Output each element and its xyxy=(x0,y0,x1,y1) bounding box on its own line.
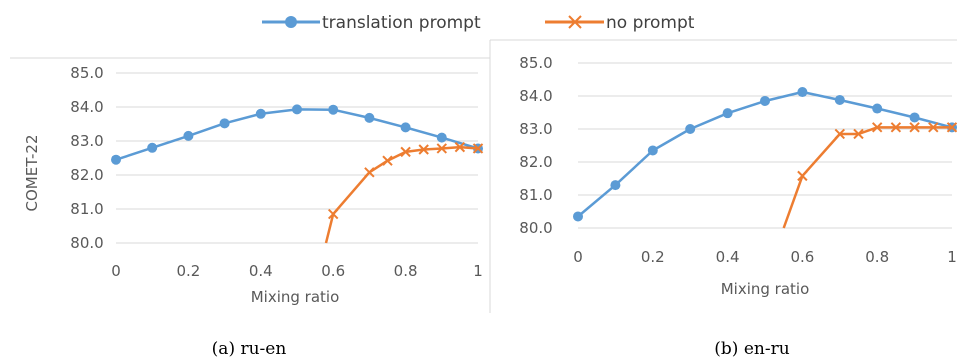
data-point xyxy=(834,128,846,140)
x-tick-label: 0 xyxy=(573,248,583,266)
data-point xyxy=(722,108,733,119)
data-point xyxy=(797,170,808,182)
data-point xyxy=(418,144,429,155)
data-point xyxy=(909,122,920,133)
data-point xyxy=(400,146,411,158)
data-point xyxy=(382,155,393,166)
y-tick-label: 81.0 xyxy=(519,186,552,204)
data-point xyxy=(436,132,447,143)
data-point xyxy=(400,122,411,133)
data-point xyxy=(436,143,448,154)
data-point xyxy=(454,141,466,153)
panel-a-y-axis-label: COMET-22 xyxy=(23,135,41,212)
legend-label-translation-prompt: translation prompt xyxy=(322,13,481,33)
data-point xyxy=(364,167,375,178)
data-point xyxy=(219,118,230,129)
panel-a-x-axis-label: Mixing ratio xyxy=(251,288,340,306)
y-tick-label: 81.0 xyxy=(70,200,103,218)
series-line-translation-prompt xyxy=(577,90,953,218)
y-tick-label: 84.0 xyxy=(519,87,552,105)
legend-marker-translation-prompt xyxy=(285,16,297,28)
y-tick-label: 83.0 xyxy=(519,120,552,138)
x-tick-label: 1 xyxy=(473,262,483,280)
legend-marker-no-prompt xyxy=(568,15,582,29)
x-tick-label: 0.4 xyxy=(249,262,273,280)
x-tick-label: 0.8 xyxy=(865,248,889,266)
panel-a-caption: (a) ru-en xyxy=(212,339,287,359)
data-point xyxy=(610,180,621,191)
x-tick-label: 0.6 xyxy=(321,262,345,280)
panel-a-y-ticks: 80.0 81.0 82.0 83.0 84.0 85.0 xyxy=(70,64,103,252)
panel-a-series xyxy=(111,104,484,244)
panel-b-x-ticks: 0 0.2 0.4 0.6 0.8 1 xyxy=(573,248,957,266)
data-point xyxy=(647,145,658,156)
legend: translation prompt no prompt xyxy=(262,13,695,33)
series-line-translation-prompt xyxy=(115,108,479,161)
panel-b-series xyxy=(573,87,957,229)
chart-panel-ru-en: 80.081.082.083.084.085.0 0 0.2 0.4 0.6 0.8 1 … xyxy=(23,64,484,359)
data-point xyxy=(183,130,194,141)
x-tick-label: 0.2 xyxy=(176,262,200,280)
data-point xyxy=(328,104,339,115)
x-tick-label: 0 xyxy=(111,262,121,280)
x-tick-label: 0.8 xyxy=(394,262,418,280)
panel-a-gridlines xyxy=(116,72,478,244)
data-point xyxy=(111,154,121,165)
data-point xyxy=(292,104,302,115)
panel-b-caption: (b) en-ru xyxy=(714,339,789,359)
series-line-no-prompt xyxy=(324,145,479,244)
data-point xyxy=(797,87,808,98)
data-point xyxy=(147,142,158,153)
chart-panel-en-ru: 80.081.082.083.084.085.0 0 0.2 0.4 0.6 0.8 1 … xyxy=(519,54,957,359)
y-tick-label: 82.0 xyxy=(519,153,552,171)
x-tick-label: 0.2 xyxy=(641,248,665,266)
panel-a-x-ticks: 0 0.2 0.4 0.6 0.8 1 xyxy=(111,262,483,280)
x-tick-label: 1 xyxy=(947,248,957,266)
data-point xyxy=(760,95,770,106)
y-tick-label: 80.0 xyxy=(70,234,103,252)
data-point xyxy=(890,122,902,133)
x-tick-label: 0.4 xyxy=(716,248,740,266)
data-point xyxy=(928,122,939,133)
data-point xyxy=(255,108,266,119)
y-tick-label: 84.0 xyxy=(70,98,103,116)
data-point xyxy=(472,143,484,154)
data-point xyxy=(834,94,845,105)
y-tick-label: 85.0 xyxy=(519,54,552,72)
data-point xyxy=(685,124,696,134)
data-point xyxy=(573,211,583,222)
y-tick-label: 83.0 xyxy=(70,132,103,150)
data-point xyxy=(909,112,920,123)
data-point xyxy=(872,103,883,114)
data-point xyxy=(327,208,339,220)
series-line-no-prompt xyxy=(782,126,952,229)
panel-b-x-axis-label: Mixing ratio xyxy=(721,280,810,298)
data-point xyxy=(871,122,883,133)
panel-b-y-ticks: 80.0 81.0 82.0 83.0 84.0 85.0 xyxy=(519,54,552,237)
legend-label-no-prompt: no prompt xyxy=(606,13,695,33)
data-point xyxy=(364,112,375,123)
panel-b-gridlines xyxy=(578,62,952,229)
data-point xyxy=(946,122,957,133)
data-point xyxy=(853,128,864,140)
y-tick-label: 80.0 xyxy=(519,219,552,237)
y-tick-label: 82.0 xyxy=(70,166,103,184)
y-tick-label: 85.0 xyxy=(70,64,103,82)
x-tick-label: 0.6 xyxy=(790,248,814,266)
